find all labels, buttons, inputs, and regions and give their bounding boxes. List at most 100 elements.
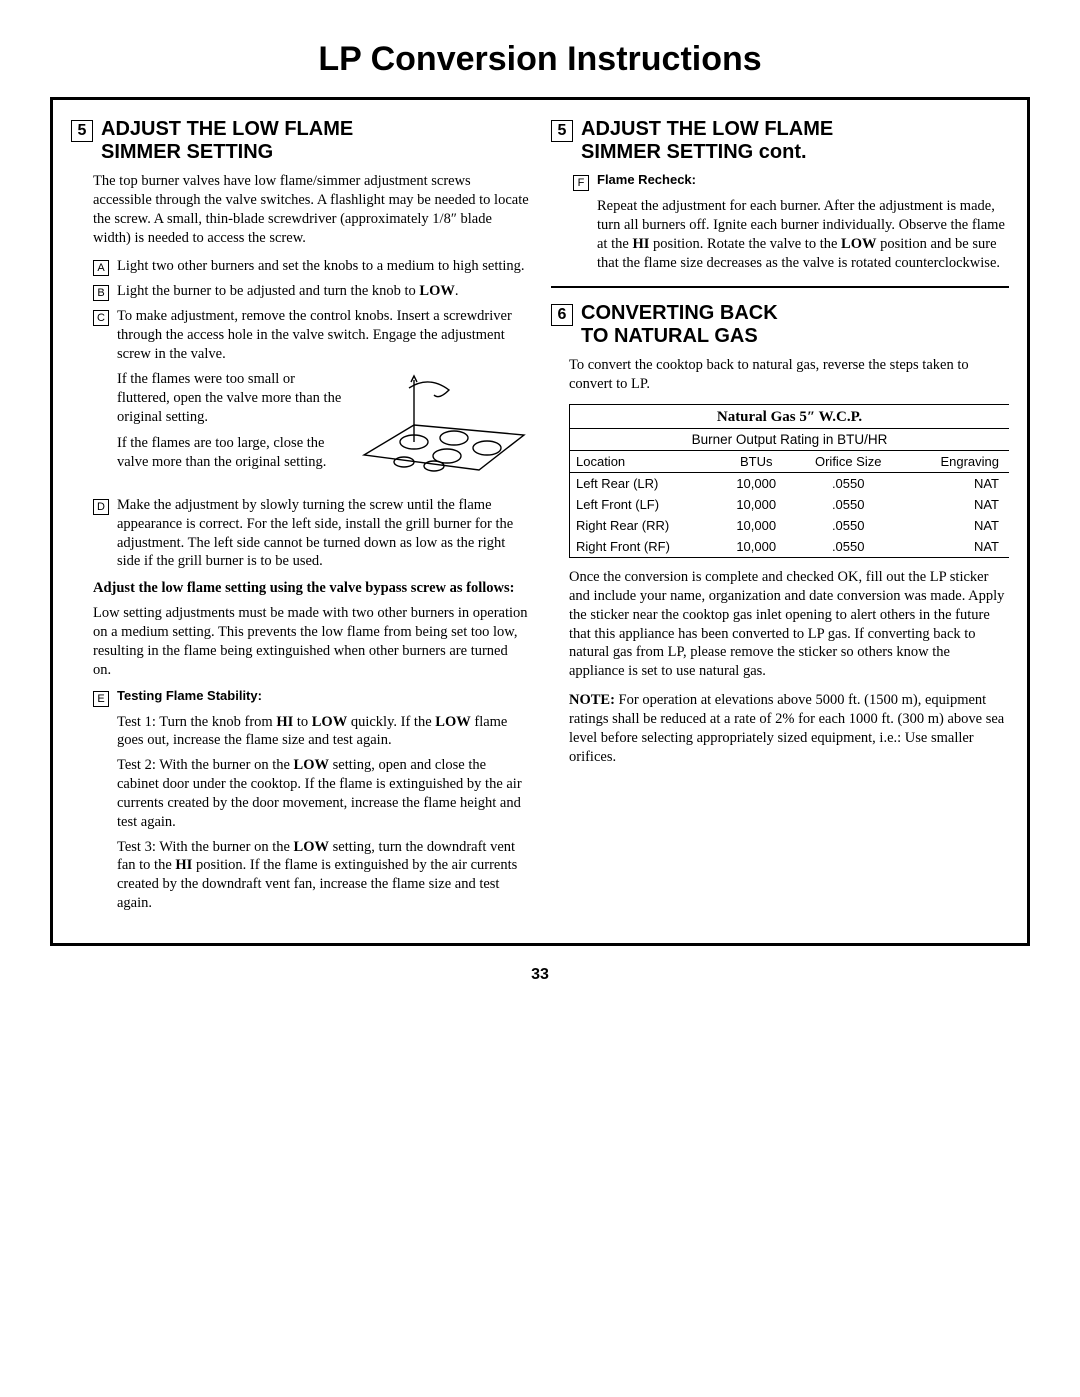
t1-pre: Turn the knob from — [156, 714, 276, 730]
t3-hi: HI — [175, 857, 192, 873]
step-b-text: Light the burner to be adjusted and turn… — [117, 282, 529, 301]
right-column: 5 ADJUST THE LOW FLAME SIMMER SETTING co… — [551, 118, 1009, 919]
table-cell: NAT — [904, 473, 1009, 495]
col-engraving: Engraving — [904, 451, 1009, 473]
t3-low: LOW — [294, 839, 329, 855]
section-5-intro: The top burner valves have low flame/sim… — [93, 172, 529, 247]
recheck-hi: HI — [632, 236, 649, 252]
table-row: Right Front (RF)10,000.0550NAT — [570, 536, 1009, 557]
section-5-title-l1: ADJUST THE LOW FLAME — [101, 118, 353, 140]
t3-pre: With the burner on the — [156, 839, 294, 855]
step-f: F Flame Recheck: — [573, 172, 1009, 191]
section-6-intro: To convert the cooktop back to natural g… — [569, 356, 1009, 394]
table-cell: 10,000 — [720, 515, 793, 536]
table-cell: Left Front (LF) — [570, 494, 720, 515]
table-row: Left Front (LF)10,000.0550NAT — [570, 494, 1009, 515]
note-text: For operation at elevations above 5000 f… — [569, 692, 1004, 765]
flame-recheck-text: Repeat the adjustment for each burner. A… — [597, 197, 1009, 272]
letter-d-badge: D — [93, 499, 109, 515]
step-b-pre: Light the burner to be adjusted and turn… — [117, 283, 419, 299]
content-frame: 5 ADJUST THE LOW FLAME SIMMER SETTING Th… — [50, 97, 1030, 946]
t1-low: LOW — [312, 714, 347, 730]
flame-adjust-row: If the flames were too small or fluttere… — [117, 370, 529, 490]
test-2: Test 2: With the burner on the LOW setti… — [117, 756, 529, 831]
elevation-note: NOTE: For operation at elevations above … — [569, 691, 1009, 766]
table-header-row: Location BTUs Orifice Size Engraving — [570, 451, 1009, 473]
step-e: E Testing Flame Stability: — [93, 688, 529, 707]
table-cell: Left Rear (LR) — [570, 473, 720, 495]
letter-c-badge: C — [93, 310, 109, 326]
natural-gas-table: Natural Gas 5″ W.C.P. Burner Output Rati… — [569, 404, 1009, 558]
step-e-title: Testing Flame Stability: — [117, 688, 262, 707]
table-cell: 10,000 — [720, 473, 793, 495]
step-f-title: Flame Recheck: — [597, 172, 696, 191]
section-5c-title: ADJUST THE LOW FLAME SIMMER SETTING cont… — [581, 118, 833, 164]
recheck-low: LOW — [841, 236, 876, 252]
section-6-title-l1: CONVERTING BACK — [581, 302, 778, 324]
step-c: C To make adjustment, remove the control… — [93, 307, 529, 364]
section-divider — [551, 286, 1009, 288]
table-cell: NAT — [904, 536, 1009, 557]
table-cell: 10,000 — [720, 536, 793, 557]
section-5-header: 5 ADJUST THE LOW FLAME SIMMER SETTING — [71, 118, 529, 164]
letter-a-badge: A — [93, 260, 109, 276]
t2-low: LOW — [294, 757, 329, 773]
step-d-text: Make the adjustment by slowly turning th… — [117, 496, 529, 571]
letter-b-badge: B — [93, 285, 109, 301]
table-row: Right Rear (RR)10,000.0550NAT — [570, 515, 1009, 536]
col-orifice: Orifice Size — [793, 451, 904, 473]
t1-post: quickly. If the — [347, 714, 435, 730]
step-5-badge: 5 — [71, 120, 93, 142]
step-d: D Make the adjustment by slowly turning … — [93, 496, 529, 571]
table-cell: .0550 — [793, 536, 904, 557]
section-5c-title-l2: SIMMER SETTING cont. — [581, 141, 807, 163]
test-3-label: Test 3: — [117, 839, 156, 855]
table-cell: .0550 — [793, 494, 904, 515]
table-cell: 10,000 — [720, 494, 793, 515]
step-b-post: . — [455, 283, 459, 299]
step-b-low: LOW — [419, 283, 454, 299]
t1-mid: to — [293, 714, 312, 730]
col-location: Location — [570, 451, 720, 473]
table-cell: Right Front (RF) — [570, 536, 720, 557]
table-cell: .0550 — [793, 473, 904, 495]
section-5c-title-l1: ADJUST THE LOW FLAME — [581, 118, 833, 140]
page-number: 33 — [50, 966, 1030, 984]
page-title: LP Conversion Instructions — [50, 40, 1030, 79]
table-cell: Right Rear (RR) — [570, 515, 720, 536]
section-6-header: 6 CONVERTING BACK TO NATURAL GAS — [551, 302, 1009, 348]
col-btus: BTUs — [720, 451, 793, 473]
step-b: B Light the burner to be adjusted and tu… — [93, 282, 529, 301]
t1-hi: HI — [276, 714, 293, 730]
section-5-title: ADJUST THE LOW FLAME SIMMER SETTING — [101, 118, 353, 164]
step-5c-badge: 5 — [551, 120, 573, 142]
test-3: Test 3: With the burner on the LOW setti… — [117, 838, 529, 913]
test-1-label: Test 1: — [117, 714, 156, 730]
table-title: Natural Gas 5″ W.C.P. — [570, 405, 1009, 429]
table-cell: NAT — [904, 494, 1009, 515]
left-column: 5 ADJUST THE LOW FLAME SIMMER SETTING Th… — [71, 118, 529, 919]
table-row: Left Rear (LR)10,000.0550NAT — [570, 473, 1009, 495]
step-6-badge: 6 — [551, 304, 573, 326]
step-a: A Light two other burners and set the kn… — [93, 257, 529, 276]
table-cell: .0550 — [793, 515, 904, 536]
section-5c-header: 5 ADJUST THE LOW FLAME SIMMER SETTING co… — [551, 118, 1009, 164]
section-6-title-l2: TO NATURAL GAS — [581, 325, 758, 347]
section-5-title-l2: SIMMER SETTING — [101, 141, 273, 163]
letter-f-badge: F — [573, 175, 589, 191]
note-label: NOTE: — [569, 692, 615, 708]
test-1: Test 1: Turn the knob from HI to LOW qui… — [117, 713, 529, 751]
step-a-text: Light two other burners and set the knob… — [117, 257, 529, 276]
table-subtitle: Burner Output Rating in BTU/HR — [570, 429, 1009, 451]
conversion-sticker-para: Once the conversion is complete and chec… — [569, 568, 1009, 681]
table-cell: NAT — [904, 515, 1009, 536]
low-setting-para: Low setting adjustments must be made wit… — [93, 604, 529, 679]
btu-table: Location BTUs Orifice Size Engraving Lef… — [570, 451, 1009, 557]
t2-pre: With the burner on the — [156, 757, 294, 773]
letter-e-badge: E — [93, 691, 109, 707]
cooktop-diagram-icon — [359, 370, 529, 490]
recheck-mid: position. Rotate the valve to the — [649, 236, 841, 252]
bypass-note: Adjust the low flame setting using the v… — [93, 579, 529, 598]
section-6-title: CONVERTING BACK TO NATURAL GAS — [581, 302, 778, 348]
flame-large-text: If the flames are too large, close the v… — [117, 434, 349, 472]
